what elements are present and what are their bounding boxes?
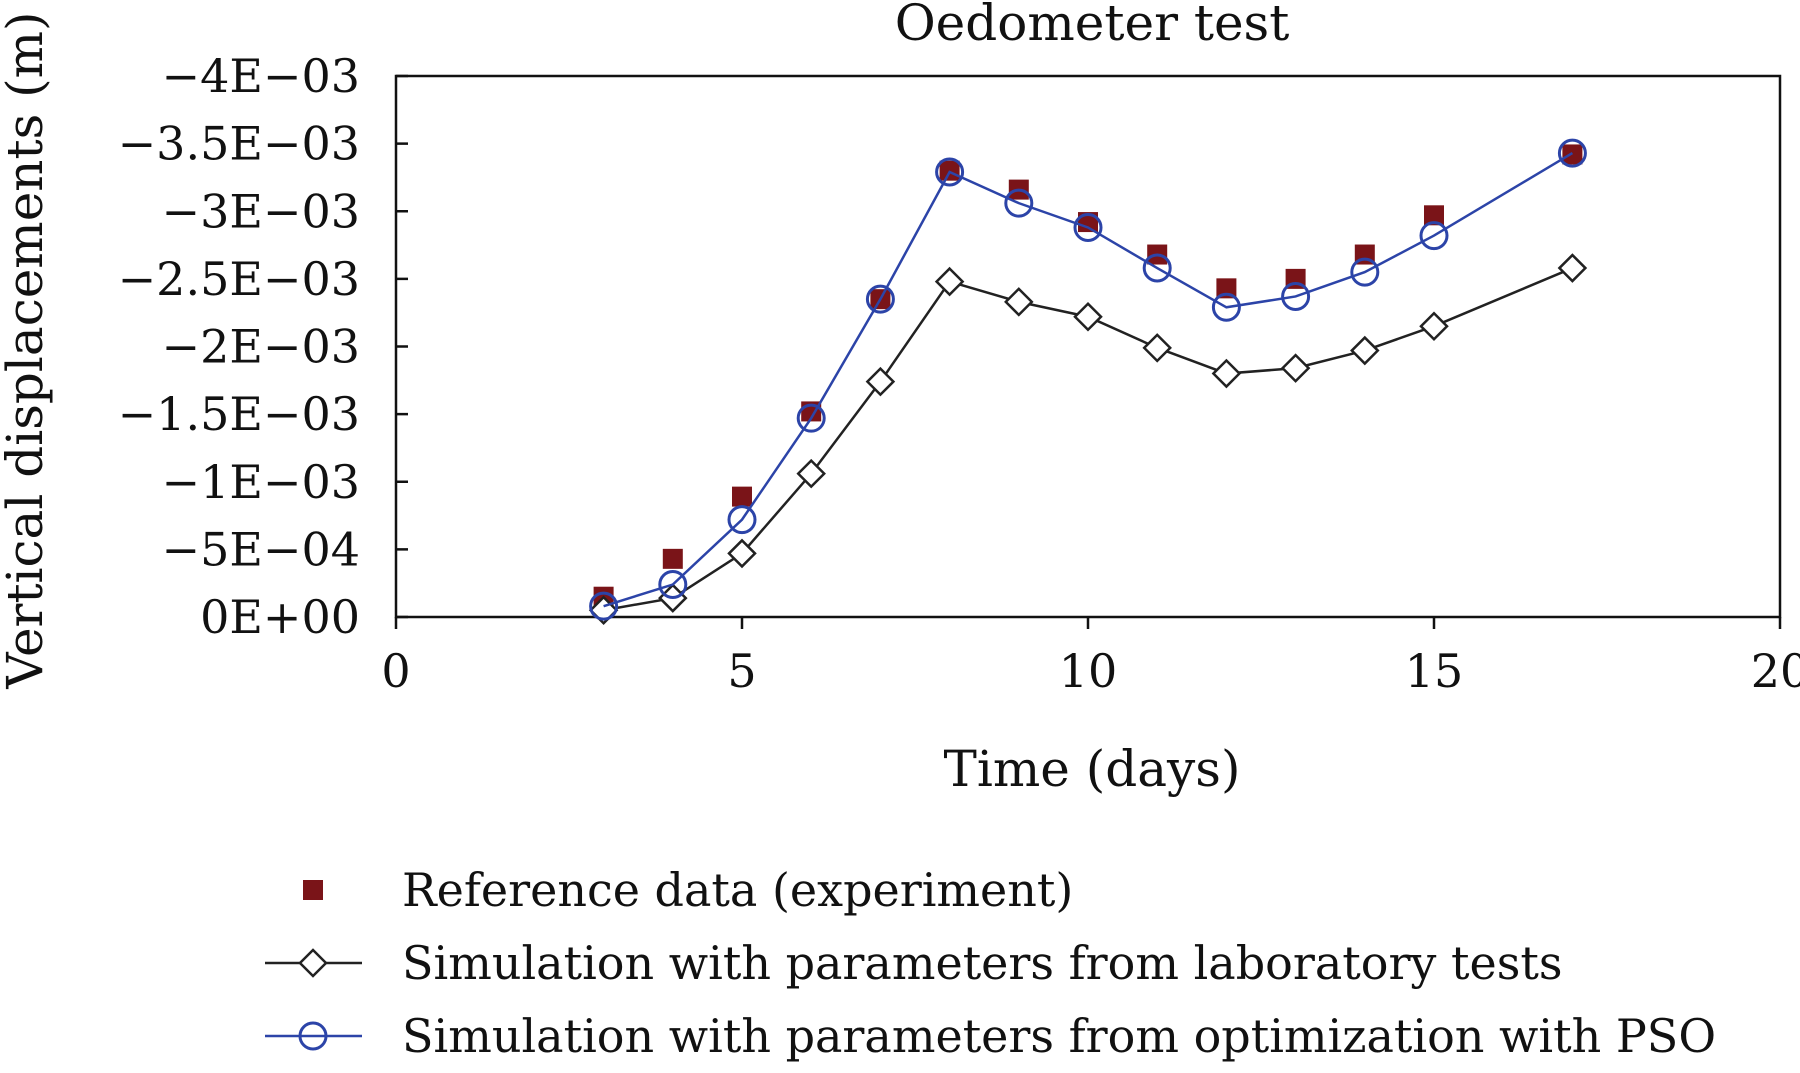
data-point bbox=[1073, 301, 1103, 332]
y-tick-label: −5E−04 bbox=[162, 522, 360, 576]
y-axis-ticks: −4E−03 −3.5E−03 −3E−03 −2.5E−03 −2E−03 −1.5E−… bbox=[118, 49, 408, 644]
data-point bbox=[1004, 188, 1034, 218]
data-point bbox=[1281, 281, 1311, 311]
data-point bbox=[1557, 138, 1587, 168]
x-tick-label: 10 bbox=[1059, 644, 1118, 698]
data-point bbox=[1073, 212, 1103, 242]
data-point bbox=[865, 284, 895, 314]
y-tick-label: −2E−03 bbox=[162, 320, 360, 374]
y-tick-label: −1.5E−03 bbox=[118, 387, 360, 441]
legend-item: Reference data (experiment) bbox=[303, 863, 1073, 917]
y-tick-label: −4E−03 bbox=[162, 49, 360, 103]
x-tick-label: 15 bbox=[1405, 644, 1464, 698]
x-tick-label: 0 bbox=[381, 644, 410, 698]
y-tick-label: −3.5E−03 bbox=[118, 117, 360, 171]
legend-item: Simulation with parameters from optimiza… bbox=[265, 1009, 1716, 1063]
data-point bbox=[1004, 287, 1034, 317]
data-point bbox=[865, 366, 896, 397]
data-point bbox=[1419, 311, 1449, 341]
x-axis-ticks: 0 5 10 15 20 bbox=[381, 617, 1800, 698]
legend-label: Simulation with parameters from optimiza… bbox=[402, 1009, 1716, 1063]
data-point bbox=[1211, 358, 1242, 389]
x-tick-label: 20 bbox=[1751, 644, 1800, 698]
legend-marker bbox=[298, 1021, 328, 1051]
y-tick-label: 0E+00 bbox=[200, 590, 360, 644]
legend-item: Simulation with parameters from laborato… bbox=[265, 936, 1562, 990]
data-point bbox=[796, 403, 826, 433]
data-point bbox=[1424, 205, 1444, 226]
chart-title: Oedometer test bbox=[895, 0, 1290, 52]
data-point bbox=[1350, 257, 1380, 287]
y-tick-label: −3E−03 bbox=[162, 184, 360, 238]
y-tick-label: −1E−03 bbox=[162, 455, 360, 509]
y-axis-label: Vertical displacements (m) bbox=[0, 11, 54, 689]
data-point bbox=[1142, 253, 1172, 283]
data-point bbox=[727, 538, 757, 569]
data-point bbox=[589, 591, 619, 621]
data-point bbox=[1142, 333, 1172, 363]
series-layer bbox=[588, 138, 1588, 626]
legend-marker bbox=[298, 948, 328, 978]
data-point bbox=[658, 570, 688, 600]
legend-label: Reference data (experiment) bbox=[402, 863, 1073, 917]
data-point bbox=[1216, 278, 1237, 299]
data-point bbox=[1350, 335, 1380, 366]
data-point bbox=[1211, 292, 1241, 322]
data-point bbox=[727, 505, 757, 535]
data-point bbox=[1280, 353, 1311, 383]
data-point bbox=[935, 157, 965, 187]
legend: Reference data (experiment) Simulation wi… bbox=[265, 863, 1716, 1063]
legend-marker bbox=[303, 880, 323, 900]
series-3 bbox=[589, 138, 1587, 621]
y-tick-label: −2.5E−03 bbox=[118, 252, 360, 306]
data-point bbox=[732, 486, 752, 507]
series-2 bbox=[588, 253, 1588, 626]
data-point bbox=[662, 548, 683, 569]
data-point bbox=[1557, 253, 1588, 283]
x-tick-label: 5 bbox=[727, 644, 756, 698]
legend-label: Simulation with parameters from laborato… bbox=[402, 936, 1562, 990]
data-point bbox=[934, 266, 965, 297]
data-point bbox=[796, 458, 826, 489]
x-axis-label: Time (days) bbox=[944, 740, 1241, 798]
data-point bbox=[1419, 221, 1449, 251]
